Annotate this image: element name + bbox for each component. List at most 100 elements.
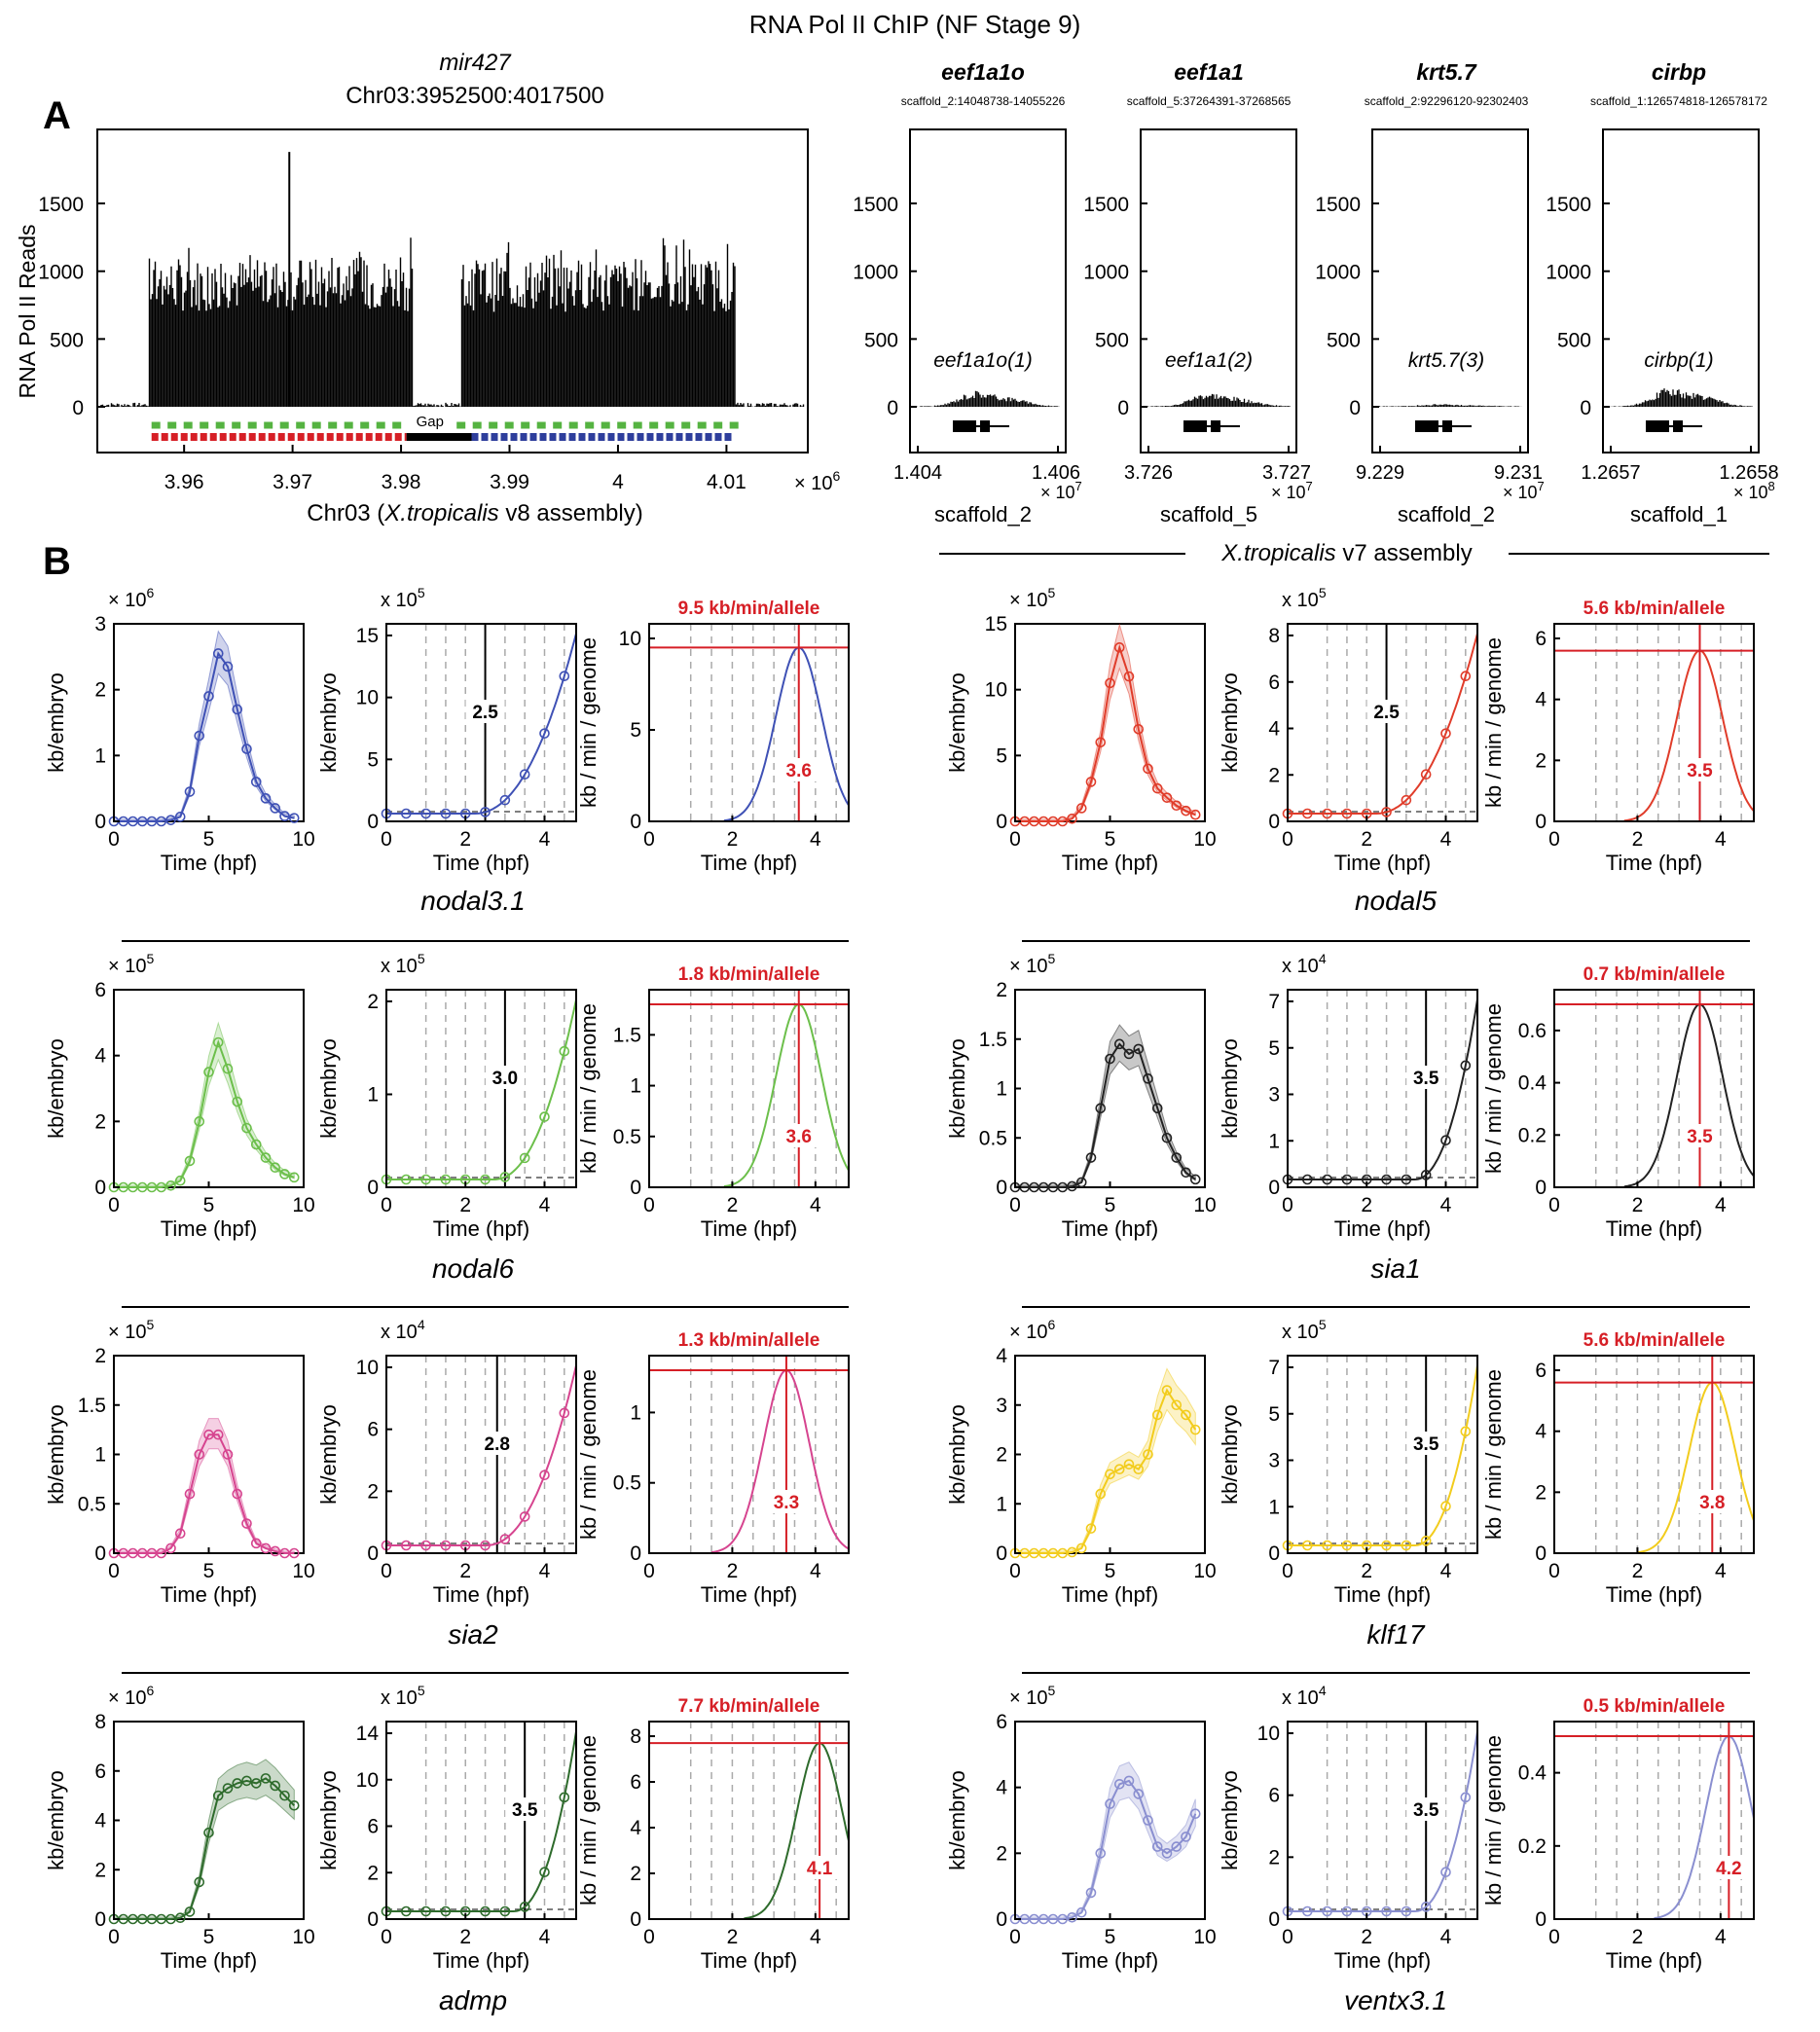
data-point	[420, 1540, 431, 1551]
x-tick-label: 0	[108, 1926, 120, 1948]
data-point	[1133, 723, 1145, 735]
data-point	[480, 807, 491, 817]
y-tick-label: 10	[356, 687, 379, 709]
data-point	[1189, 1174, 1201, 1185]
exponent-mult: × 10	[1009, 956, 1047, 977]
onset-label: 3.0	[492, 1069, 518, 1089]
y-tick-label: 14	[356, 1723, 380, 1745]
data-point	[420, 1174, 431, 1185]
data-point	[174, 1175, 186, 1186]
plot-frame	[1553, 623, 1755, 822]
data-point	[156, 1547, 167, 1559]
data-point	[440, 1540, 452, 1551]
onset-label: 2.8	[485, 1434, 510, 1455]
y-axis-label: kb/embryo	[945, 1404, 969, 1505]
mir427-gene-label: mir427	[439, 50, 512, 76]
data-point	[1440, 1501, 1451, 1512]
y-exponent-label: × 105	[1009, 951, 1055, 977]
y-tick-label: 3	[94, 613, 106, 635]
y-tick-label: 6	[1535, 628, 1547, 650]
small-coverage-bars	[1377, 404, 1522, 407]
x-tick-label: 2	[459, 1560, 471, 1582]
y-tick-label: 1	[367, 1084, 379, 1107]
rate-curve	[723, 1002, 850, 1188]
rate-curve	[744, 1742, 850, 1920]
gene-model-exon	[980, 420, 990, 432]
x-axis-label: Time (hpf)	[161, 851, 257, 875]
x-tick-label: 0	[1548, 828, 1560, 851]
plot-frame	[1014, 623, 1206, 822]
y-tick-label: 0	[367, 811, 379, 833]
confidence-band	[113, 1418, 295, 1554]
x-exponent-mult: × 10	[1271, 483, 1306, 502]
small-chart-cirbp: cirbp scaffold_1:126574818-126578172 0 500 1…	[1546, 59, 1778, 526]
x-tick-label: 4	[539, 1194, 551, 1216]
gene-name-label: ventx3.1	[1344, 1985, 1447, 2015]
x-tick-label: 2	[459, 1194, 471, 1216]
data-point	[1095, 1488, 1107, 1500]
plot-frame	[648, 623, 850, 822]
peak-label-bg	[1680, 1124, 1720, 1147]
onset-label-bg	[477, 1432, 517, 1455]
x-tick-label: 2	[1361, 1560, 1372, 1582]
rate-label: 9.5 kb/min/allele	[678, 599, 820, 619]
data-point	[165, 1542, 176, 1554]
peak-time-label: 4.1	[807, 1859, 833, 1879]
x-tick-label: 2	[727, 1194, 739, 1216]
x-tick-label: 5	[1105, 828, 1116, 851]
data-point	[288, 1547, 300, 1559]
x-tick-label: 5	[203, 1560, 215, 1582]
y-exponent-label: x 104	[1282, 951, 1327, 977]
confidence-band	[1014, 1024, 1196, 1188]
data-point	[194, 730, 205, 742]
x-tick-label: 0	[1009, 1560, 1021, 1582]
data-point	[1189, 809, 1201, 820]
small-inner-gene-label: cirbp(1)	[1644, 349, 1713, 372]
data-point	[1420, 769, 1432, 780]
data-point	[480, 1540, 491, 1551]
x-tick-label: 0	[1282, 1560, 1293, 1582]
rate-plot: 3.6 9.5 kb/min/allele 0 5 10 0 2 4 kb / min / ge…	[576, 599, 850, 875]
plot-frame	[1553, 989, 1755, 1188]
y-tick-label: 0	[72, 397, 84, 419]
y-tick-label: 0	[1268, 1908, 1280, 1931]
data-point	[1161, 1385, 1173, 1396]
data-point	[1401, 1905, 1412, 1917]
x-axis-label: Time (hpf)	[1606, 1948, 1702, 1973]
exponent-mult: × 10	[108, 1687, 146, 1709]
exponent-mult: x 10	[1282, 590, 1319, 611]
plot-frame	[385, 1355, 577, 1554]
data-point	[1067, 1912, 1077, 1923]
y-tick-label: 6	[996, 1711, 1007, 1733]
y-tick-label: 0	[367, 1908, 379, 1931]
data-point	[288, 1799, 300, 1811]
y-exponent-label: x 105	[1282, 1317, 1327, 1343]
data-point	[165, 815, 176, 825]
exponent-power: 6	[1047, 1317, 1055, 1332]
panel-a-x-exponent: × 106	[794, 468, 840, 494]
y-tick-label: 0	[887, 397, 898, 419]
data-point	[1381, 807, 1392, 817]
data-point	[1381, 1540, 1392, 1551]
data-point	[519, 769, 530, 780]
y-tick-label: 10	[356, 1769, 379, 1792]
data-point	[194, 1116, 205, 1127]
data-point	[1460, 1426, 1472, 1437]
plot-frame	[113, 623, 305, 822]
data-point	[1181, 1409, 1191, 1421]
x-tick-label: 2	[1632, 1560, 1644, 1582]
data-point	[203, 1067, 214, 1077]
x-tick-label: 4	[1440, 1194, 1452, 1216]
y-tick-label: 0	[1580, 397, 1591, 419]
data-point	[1341, 1540, 1353, 1551]
x-axis-label: Time (hpf)	[1606, 1582, 1702, 1607]
data-point	[1085, 1887, 1097, 1899]
y-tick-label: 8	[1268, 625, 1280, 647]
embryo-onset-plot: 3.5 0 2 6 10 14 0 2 4 x 105 kb/embryo Time (hpf)	[316, 1683, 577, 1973]
y-exponent-label: x 105	[1282, 585, 1327, 611]
data-point	[1381, 1174, 1392, 1185]
y-tick-label: 1	[996, 1078, 1007, 1101]
x-axis-label: Time (hpf)	[161, 1948, 257, 1973]
